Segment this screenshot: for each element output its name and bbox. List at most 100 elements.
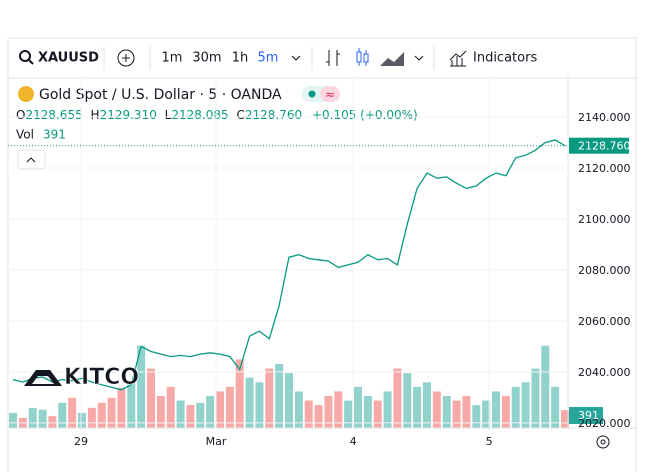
y-tick-label: 2100.000 bbox=[578, 213, 631, 226]
volume-bar bbox=[137, 345, 146, 428]
y-tick-label: 2140.000 bbox=[578, 111, 631, 124]
candles-style[interactable] bbox=[356, 48, 369, 66]
volume-bar bbox=[511, 386, 520, 428]
volume-bar bbox=[383, 391, 392, 428]
interval[interactable]: 30m bbox=[192, 51, 221, 66]
vol-label: Vol bbox=[16, 128, 34, 142]
volume-bar bbox=[245, 377, 254, 428]
volume-bar bbox=[334, 391, 343, 428]
volume-bar bbox=[225, 386, 234, 428]
volume-bar bbox=[87, 407, 96, 428]
volume-bar bbox=[492, 391, 500, 428]
symbol-search[interactable]: XAUUSD bbox=[19, 50, 99, 66]
volume-bar bbox=[423, 382, 431, 428]
interval[interactable]: 1m bbox=[162, 51, 183, 66]
plot bbox=[8, 75, 569, 428]
volume-bar bbox=[432, 391, 441, 428]
ohlc-value: 2129.310 bbox=[100, 108, 157, 122]
volume-bar bbox=[344, 400, 353, 428]
volume-bar bbox=[294, 391, 303, 428]
volume-bar bbox=[551, 386, 560, 428]
volume-bar bbox=[403, 373, 412, 428]
ohlc-label: O bbox=[16, 108, 25, 122]
volume-bar bbox=[373, 400, 382, 428]
volume-bar bbox=[216, 391, 224, 428]
interval[interactable]: 1h bbox=[232, 51, 249, 66]
volume-bar bbox=[166, 386, 175, 428]
volume-bar bbox=[541, 345, 550, 428]
volume-bar bbox=[117, 387, 126, 428]
y-tick-label: 2040.000 bbox=[578, 366, 631, 379]
delay-badge bbox=[320, 86, 340, 102]
volume-bar bbox=[393, 368, 402, 428]
volume-bar bbox=[354, 386, 362, 428]
last-price-label: 2128.760 bbox=[578, 140, 631, 153]
volume-bar bbox=[531, 368, 540, 428]
volume-bar bbox=[176, 400, 185, 428]
volume-bar bbox=[285, 373, 293, 428]
volume-bar bbox=[413, 386, 422, 428]
volume-bar bbox=[324, 396, 333, 428]
indicators-label[interactable]: Indicators bbox=[473, 51, 537, 66]
volume-bar bbox=[9, 412, 17, 428]
volume-label: 391 bbox=[578, 409, 599, 422]
vol-value: 391 bbox=[43, 128, 66, 142]
volume-bar bbox=[472, 405, 481, 428]
ohlc-label: L bbox=[165, 108, 172, 122]
x-tick-label: 4 bbox=[350, 435, 357, 448]
volume-bar bbox=[363, 396, 372, 428]
volume-bar bbox=[48, 416, 57, 428]
x-tick-label: Mar bbox=[206, 435, 227, 448]
volume-bar bbox=[304, 400, 313, 428]
interval-menu[interactable] bbox=[291, 55, 301, 61]
bars-style[interactable] bbox=[326, 50, 340, 66]
interval-active[interactable]: 5m bbox=[258, 51, 279, 66]
area-style[interactable] bbox=[380, 52, 404, 66]
watermark-icon bbox=[24, 370, 62, 386]
volume-bar bbox=[314, 405, 323, 428]
volume-bar bbox=[482, 400, 491, 428]
volume-bar bbox=[107, 397, 116, 428]
market-open-dot bbox=[308, 90, 316, 98]
style-menu[interactable] bbox=[414, 55, 424, 61]
volume-bar bbox=[452, 400, 461, 428]
ohlc-value: 2128.760 bbox=[245, 108, 302, 122]
volume-bar bbox=[28, 407, 37, 428]
volume-bar bbox=[78, 412, 86, 428]
y-tick-label: 2120.000 bbox=[578, 162, 631, 175]
compare-button[interactable] bbox=[117, 49, 135, 67]
last-price-box bbox=[569, 137, 629, 154]
settings-button[interactable] bbox=[596, 435, 610, 449]
volume-bar bbox=[68, 397, 77, 428]
ohlc-label: C bbox=[236, 108, 244, 122]
ohlc-value: 2128.085 bbox=[171, 108, 228, 122]
volume-bar bbox=[275, 364, 284, 428]
volume-bar bbox=[186, 405, 195, 428]
price-line bbox=[12, 139, 566, 391]
symbol[interactable]: XAUUSD bbox=[38, 51, 99, 66]
volume-bar bbox=[561, 410, 569, 428]
y-tick-label: 2060.000 bbox=[578, 315, 631, 328]
y-tick-label: 2020.000 bbox=[578, 417, 631, 430]
symbol-logo bbox=[18, 86, 34, 102]
volume-bar bbox=[501, 396, 510, 428]
collapse-button[interactable] bbox=[17, 149, 46, 170]
ohlc-label: H bbox=[91, 108, 100, 122]
volume-bar bbox=[521, 382, 530, 428]
volume-box bbox=[569, 407, 603, 424]
volume-bar bbox=[235, 359, 244, 428]
indicators-button[interactable]: Indicators bbox=[449, 51, 537, 67]
watermark: KITCO bbox=[64, 365, 139, 390]
volume-bar bbox=[265, 368, 274, 428]
volume-bar bbox=[196, 402, 205, 428]
x-tick-label: 29 bbox=[74, 435, 88, 448]
volume-bar bbox=[38, 409, 47, 428]
ohlc-value: 2128.655 bbox=[25, 108, 82, 122]
volume-bar bbox=[97, 402, 106, 428]
volume-bar bbox=[127, 382, 136, 428]
collapse-icon[interactable] bbox=[26, 157, 36, 163]
ohlc: O2128.655 H2129.310 L2128.085 C2128.760 … bbox=[16, 108, 418, 122]
y-tick-label: 2080.000 bbox=[578, 264, 631, 277]
